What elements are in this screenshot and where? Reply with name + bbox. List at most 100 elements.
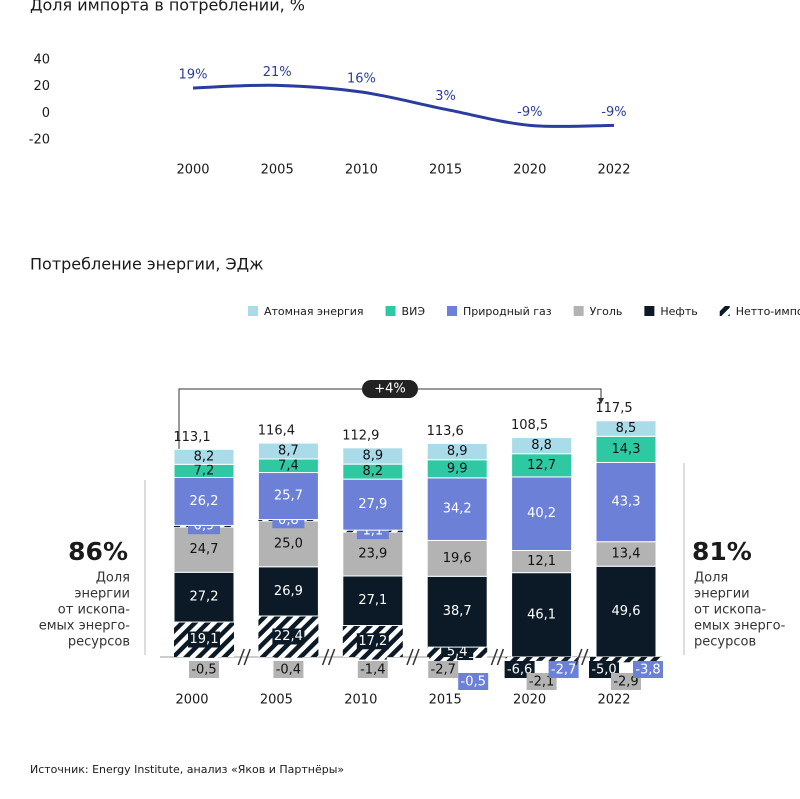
left-share: 86% bbox=[68, 537, 128, 566]
value-label: 19% bbox=[179, 68, 208, 83]
x-tick-label: 2020 bbox=[513, 693, 546, 708]
segment-label: 27,1 bbox=[358, 593, 387, 608]
net-import-label: -2,9 bbox=[613, 675, 638, 690]
segment-label: 7,2 bbox=[194, 463, 215, 478]
net-import-label: -2,7 bbox=[431, 663, 456, 678]
net-import-label: -0,4 bbox=[276, 663, 301, 678]
segment-label: 23,9 bbox=[358, 547, 387, 562]
segment-label: 12,1 bbox=[527, 554, 556, 569]
net-import-label: -5,0 bbox=[591, 663, 616, 678]
value-label: -9% bbox=[601, 105, 626, 120]
bar-segment bbox=[257, 472, 319, 521]
legend-swatch bbox=[248, 306, 258, 316]
segment-label: 9,9 bbox=[447, 461, 468, 476]
net-import-label: 17,2 bbox=[358, 634, 387, 649]
segment-label: 24,7 bbox=[190, 542, 219, 557]
total-label: 113,6 bbox=[427, 424, 464, 439]
share-caption: энергии bbox=[74, 587, 130, 602]
net-import-tag bbox=[189, 661, 219, 678]
x-tick-label: 2000 bbox=[176, 163, 209, 178]
net-import-tag bbox=[428, 661, 459, 678]
net-import-segment bbox=[429, 657, 458, 662]
legend-swatch bbox=[385, 306, 396, 316]
segment-label: 38,7 bbox=[443, 604, 472, 619]
value-label: -9% bbox=[517, 105, 542, 120]
bar-segment bbox=[511, 437, 573, 455]
change-pill bbox=[362, 380, 418, 398]
y-tick-label: -20 bbox=[29, 133, 50, 148]
bar-segment bbox=[173, 571, 235, 623]
bar-segment bbox=[511, 572, 573, 658]
x-tick-label: 2000 bbox=[175, 693, 208, 708]
segment-label: 25,7 bbox=[274, 489, 303, 504]
axis-break bbox=[406, 648, 420, 666]
net-import-tag bbox=[458, 673, 489, 690]
net-import-label: -0,5 bbox=[461, 675, 486, 690]
x-tick-label: 2020 bbox=[513, 163, 546, 178]
net-import-tag bbox=[441, 644, 474, 661]
net-import-label: 5,4 bbox=[447, 645, 468, 660]
bar-segment bbox=[342, 575, 404, 627]
bar-segment bbox=[595, 565, 657, 658]
bar-segment bbox=[342, 447, 404, 465]
segment-label: 27,2 bbox=[190, 590, 219, 605]
legend-swatch bbox=[644, 306, 655, 316]
bar-segment bbox=[595, 420, 657, 437]
share-caption: энергии bbox=[694, 587, 750, 602]
bar-segment bbox=[426, 477, 488, 541]
net-import-label: -6,6 bbox=[507, 663, 532, 678]
value-label: 21% bbox=[263, 65, 292, 80]
net-import-segment bbox=[274, 657, 303, 658]
bar-segment bbox=[173, 448, 235, 465]
change-label: +4% bbox=[374, 382, 406, 397]
arrow-head bbox=[598, 398, 604, 404]
segment-label: 46,1 bbox=[527, 607, 556, 622]
bar-segment bbox=[257, 566, 319, 617]
segment-label: 7,4 bbox=[278, 458, 299, 473]
axis-break bbox=[237, 648, 251, 666]
net-import-label: -0,5 bbox=[191, 663, 216, 678]
x-tick-label: 2022 bbox=[597, 163, 630, 178]
y-tick-label: 40 bbox=[33, 53, 50, 68]
net-import-tag bbox=[548, 661, 579, 678]
segment-label: 8,2 bbox=[194, 449, 215, 464]
segment-label: 19,6 bbox=[443, 551, 472, 566]
axis-break bbox=[490, 648, 505, 666]
segment-label: 26,9 bbox=[274, 584, 303, 599]
legend-swatch bbox=[719, 306, 730, 316]
value-label: 16% bbox=[347, 72, 376, 87]
net-import-segment bbox=[358, 657, 387, 660]
share-caption: емых энерго- bbox=[39, 619, 131, 634]
net-import-tag bbox=[356, 633, 389, 650]
bar-segment bbox=[426, 442, 488, 461]
total-label: 108,5 bbox=[511, 418, 548, 433]
share-caption: ресурсов bbox=[68, 635, 130, 650]
total-label: 116,4 bbox=[258, 424, 295, 439]
segment-label: 14,3 bbox=[612, 442, 641, 457]
net-import-tag bbox=[633, 661, 663, 678]
legend-label: Уголь bbox=[590, 305, 623, 318]
bar-segment bbox=[511, 476, 573, 551]
x-tick-label: 2005 bbox=[260, 693, 293, 708]
bar-segment bbox=[595, 435, 657, 463]
segment-label: 8,9 bbox=[362, 448, 383, 463]
net-import-tag bbox=[273, 661, 304, 678]
net-import-label: 19,1 bbox=[190, 632, 219, 647]
legend-label: ВИЭ bbox=[402, 305, 426, 318]
share-caption: от ископа- bbox=[58, 603, 131, 618]
share-caption: емых энерго- bbox=[694, 619, 786, 634]
line bbox=[192, 83, 615, 129]
net-import-label: -1,4 bbox=[360, 663, 385, 678]
segment-label: 8,9 bbox=[447, 444, 468, 459]
segment-label: 8,8 bbox=[531, 438, 552, 453]
value-label: 3% bbox=[435, 89, 456, 104]
segment-label: 13,4 bbox=[612, 546, 641, 561]
axis-break bbox=[321, 648, 336, 666]
share-caption: от ископа- bbox=[694, 603, 767, 618]
net-import-segment bbox=[527, 657, 556, 661]
net-import-segment bbox=[612, 657, 640, 663]
net-import-segment bbox=[549, 657, 578, 662]
bar-segment bbox=[173, 476, 235, 526]
bar-segment bbox=[257, 442, 319, 460]
